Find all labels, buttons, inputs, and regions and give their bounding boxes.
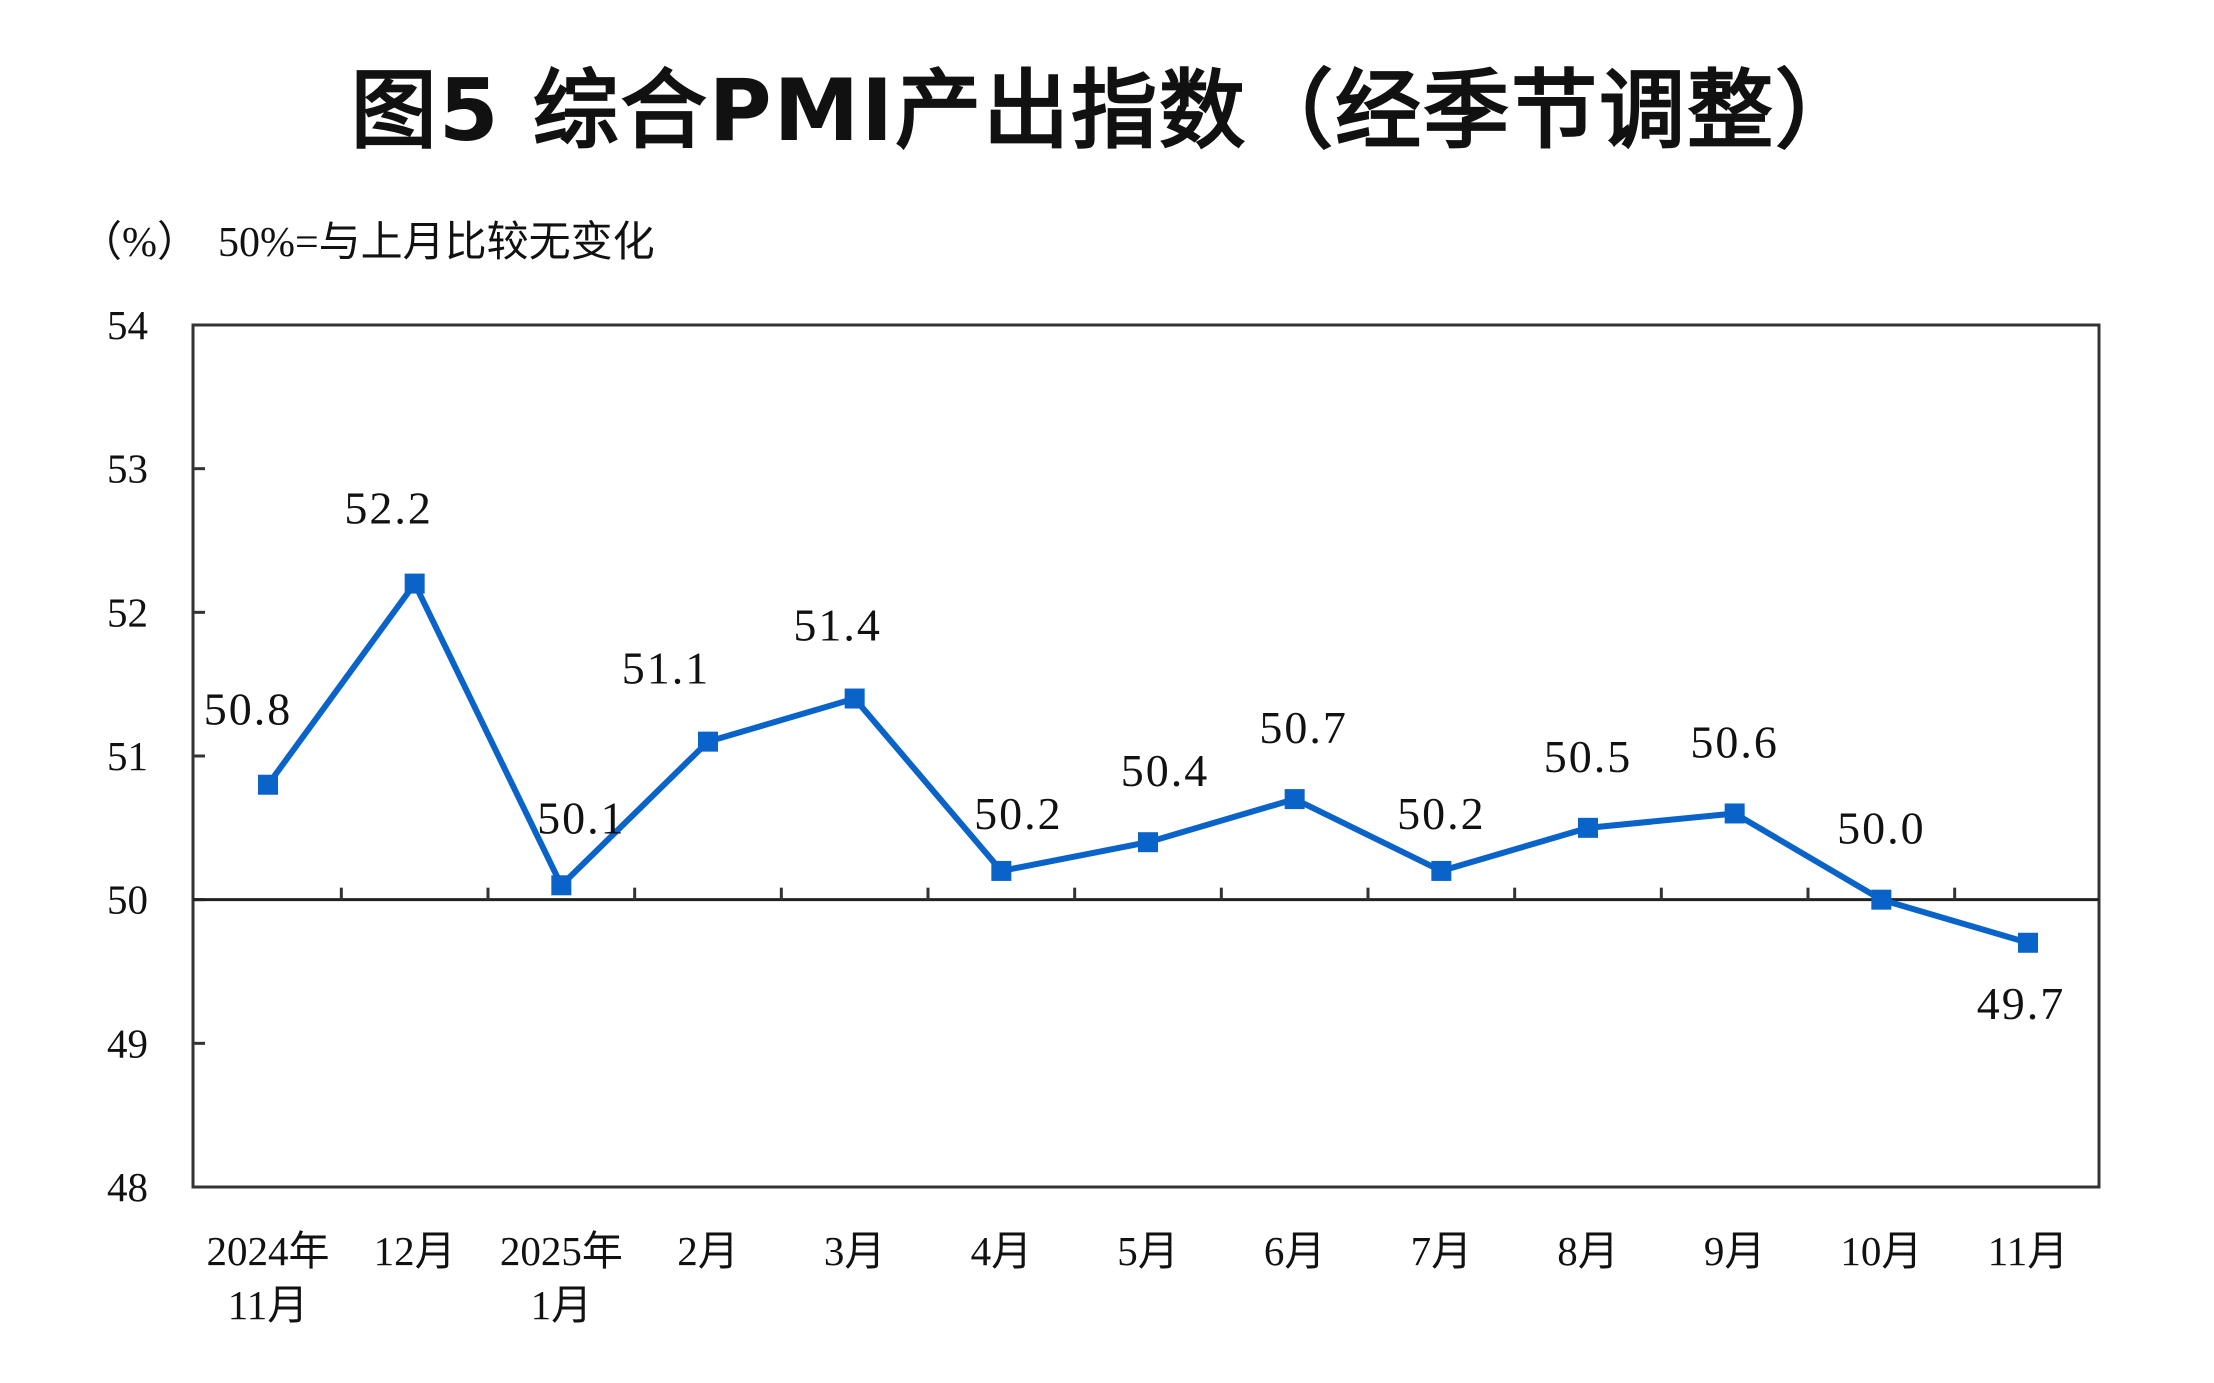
y-tick-label: 53: [107, 446, 148, 492]
y-tick-label: 54: [107, 302, 148, 348]
x-tick-label: 11月: [228, 1282, 308, 1328]
data-point-marker: [698, 731, 718, 752]
y-tick-label: 51: [107, 733, 148, 779]
data-point-marker: [1284, 789, 1305, 810]
x-tick-label: 12月: [374, 1228, 456, 1274]
y-tick-label: 49: [107, 1020, 148, 1066]
data-label: 52.2: [344, 483, 433, 534]
data-point-marker: [1138, 832, 1158, 853]
data-point-marker: [1724, 803, 1745, 824]
x-tick-label: 6月: [1264, 1228, 1326, 1274]
data-point-marker: [844, 688, 865, 709]
x-tick-label: 2025年: [500, 1228, 623, 1274]
data-point-marker: [1431, 860, 1452, 881]
data-label: 49.7: [1977, 978, 2066, 1029]
x-tick-label: 2024年: [207, 1228, 330, 1274]
chart-title: 图5 综合PMI产出指数（经季节调整）: [350, 61, 1864, 161]
y-tick-label: 52: [107, 589, 148, 635]
data-point-marker: [404, 573, 425, 594]
x-tick-label: 11月: [1988, 1228, 2068, 1274]
x-tick-label: 3月: [824, 1228, 886, 1274]
x-tick-label: 2月: [677, 1228, 739, 1274]
data-label: 50.8: [204, 684, 293, 735]
data-point-marker: [991, 860, 1012, 881]
data-label: 50.1: [537, 792, 626, 843]
data-point-marker: [551, 875, 572, 896]
data-label: 50.6: [1690, 716, 1779, 767]
data-label: 50.2: [1397, 788, 1486, 839]
data-label: 50.4: [1121, 745, 1210, 796]
y-tick-label: 50: [107, 877, 148, 923]
data-label: 50.7: [1259, 702, 1348, 753]
x-tick-label: 9月: [1704, 1228, 1766, 1274]
data-point-marker: [1578, 817, 1598, 838]
x-tick-label: 8月: [1557, 1228, 1619, 1274]
data-label: 50.0: [1837, 803, 1926, 854]
x-tick-label: 4月: [971, 1228, 1033, 1274]
data-label: 51.1: [622, 643, 711, 694]
data-label: 50.5: [1544, 731, 1633, 782]
data-label: 50.2: [974, 788, 1063, 839]
x-tick-label: 10月: [1840, 1228, 1922, 1274]
y-tick-label: 48: [107, 1164, 148, 1210]
x-tick-label: 5月: [1117, 1228, 1179, 1274]
y-axis-unit: （%）: [80, 220, 199, 266]
reference-note: 50%=与上月比较无变化: [218, 220, 655, 266]
data-point-marker: [258, 774, 278, 795]
data-point-marker: [2018, 932, 2038, 953]
data-point-marker: [1871, 889, 1892, 910]
data-label: 51.4: [793, 600, 882, 651]
x-tick-label: 1月: [531, 1282, 593, 1328]
x-tick-label: 7月: [1411, 1228, 1473, 1274]
